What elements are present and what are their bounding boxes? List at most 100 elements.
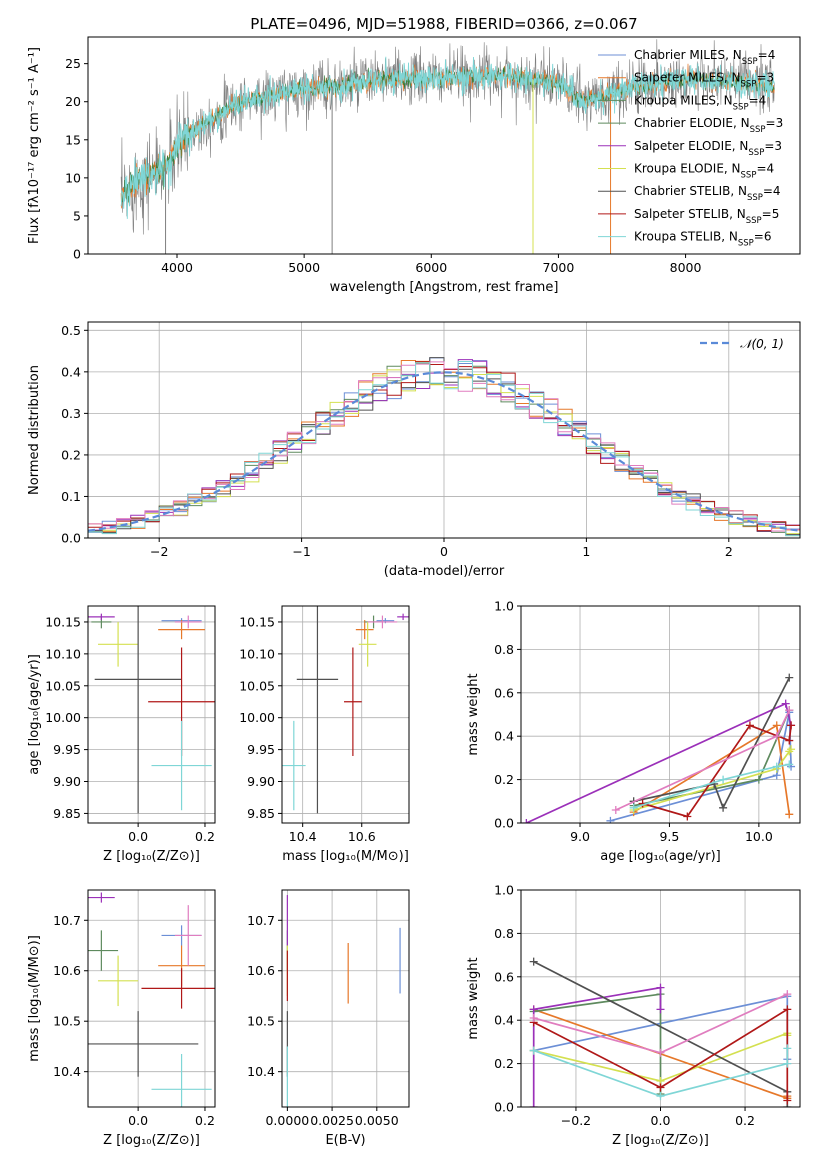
x-tick-label: 6000 (415, 260, 447, 275)
weight-marker (611, 805, 620, 814)
y-tick-label: 9.95 (53, 742, 81, 757)
legend-label: Salpeter ELODIE, NSSP=3 (634, 139, 782, 158)
y-tick-label: 10.6 (53, 963, 81, 978)
y-tick-label: 10.5 (247, 1014, 275, 1029)
legend-label: Salpeter STELIB, NSSP=5 (634, 207, 779, 226)
legend-label: Chabrier STELIB, NSSP=4 (634, 184, 781, 203)
legend-sub: SSP (741, 80, 757, 90)
y-tick-label: 10.00 (45, 710, 81, 725)
legend-sub: SSP (742, 57, 758, 67)
x-tick-label: 10.4 (289, 829, 317, 844)
legend-sub: SSP (750, 125, 766, 135)
y-tick-label: 25 (65, 56, 81, 71)
x-tick-label: 9.5 (659, 829, 679, 844)
x-tick-label: 0.2 (195, 1113, 215, 1128)
y-tick-label: 9.85 (53, 806, 81, 821)
gaussian-curve (88, 371, 800, 532)
legend-sub: SSP (733, 102, 749, 112)
y-tick-label: 10.10 (239, 646, 275, 661)
weight-line-6 (633, 677, 791, 810)
x-tick-label: 1 (582, 544, 590, 559)
weight-marker (783, 990, 792, 999)
y-tick-label: 0.6 (494, 685, 514, 700)
y-tick-label: 10.05 (45, 678, 81, 693)
x-tick-label: 5000 (288, 260, 320, 275)
y-tick-label: 0.2 (494, 772, 514, 787)
legend-count: =3 (766, 116, 784, 130)
weight-marker (529, 957, 538, 966)
x-tick-label: 0.0000 (265, 1113, 309, 1128)
legend-label: 𝒩(0, 1) (740, 337, 784, 351)
weight_vs_Z-data (529, 957, 792, 1107)
y-tick-label: 1.0 (494, 599, 514, 614)
weight-marker (783, 1044, 792, 1053)
x-axis-label: Z [log₁₀(Z/Z⊙)] (103, 1133, 200, 1148)
x-tick-label: 10.6 (348, 829, 376, 844)
x-tick-label: 0.0050 (355, 1113, 399, 1128)
y-axis-label: mass [log₁₀(M/M⊙)] (27, 935, 42, 1062)
weight-marker (783, 1096, 792, 1105)
weight-marker (656, 1092, 665, 1101)
y-tick-label: 9.85 (247, 806, 275, 821)
x-axis-label: (data-model)/error (384, 564, 505, 579)
y-tick-label: 0.5 (61, 323, 81, 338)
weight-marker (754, 775, 763, 784)
weight-marker (785, 760, 794, 769)
weight-marker (683, 812, 692, 821)
y-tick-label: 0.6 (494, 969, 514, 984)
axes-frame (281, 605, 410, 824)
y-tick-label: 5 (73, 208, 81, 223)
spectrum-data (120, 39, 775, 254)
y-tick-label: 10.7 (247, 913, 275, 928)
x-axis-label: age [log₁₀(age/yr)] (600, 849, 721, 864)
x-tick-label: 0 (440, 544, 448, 559)
y-tick-label: 0.2 (61, 447, 81, 462)
y-tick-label: 9.95 (247, 742, 275, 757)
weight-marker (719, 775, 728, 784)
legend-sub: SSP (738, 239, 754, 249)
weight-marker (787, 721, 796, 730)
y-tick-label: 0.0 (494, 816, 514, 831)
age_vs_mass-panel: 10.4 10.6 9.85 9.90 9.95 10.00 10.05 10.10 10.15… (239, 605, 410, 864)
y-tick-label: 10.15 (45, 614, 81, 629)
weight-marker (772, 762, 781, 771)
y-tick-label: 10 (65, 170, 81, 185)
legend-count: =4 (749, 93, 767, 107)
weight-marker (656, 983, 665, 992)
residuals-data (88, 357, 800, 538)
weight-marker (785, 810, 794, 819)
y-tick-label: 0.2 (494, 1056, 514, 1071)
y-tick-label: 10.4 (247, 1064, 275, 1079)
weight-marker (529, 1046, 538, 1055)
weight-marker (719, 803, 728, 812)
axes-frame (87, 36, 801, 255)
x-tick-label: 9.0 (570, 829, 590, 844)
weight-marker (785, 673, 794, 682)
weight_vs_age-data (522, 673, 796, 823)
x-tick-label: 0.0 (128, 1113, 148, 1128)
age_vs_Z-data (88, 606, 215, 814)
weight-marker (787, 745, 796, 754)
y-tick-label: 0.1 (61, 489, 81, 504)
legend-count: =4 (758, 48, 776, 62)
legend-sub: SSP (748, 148, 764, 158)
weight-marker (656, 1083, 665, 1092)
legend-count: =6 (754, 230, 772, 244)
x-axis-label: Z [log₁₀(Z/Z⊙)] (103, 849, 200, 864)
weight-marker (781, 699, 790, 708)
legend-label: Chabrier ELODIE, NSSP=3 (634, 116, 783, 135)
weight-marker (772, 732, 781, 741)
legend-count: =4 (763, 184, 781, 198)
weight-line-9 (633, 763, 790, 809)
spectrum-model-line (120, 56, 775, 219)
legend-label: Kroupa MILES, NSSP=4 (634, 93, 766, 112)
x-tick-label: 10.0 (745, 829, 773, 844)
weight_vs_Z-panel: −0.2 0.0 0.2 0.0 0.2 0.4 0.6 0.8 1.0 Z [log₁₀(Z/Z… (466, 883, 801, 1148)
legend-count: =4 (756, 162, 774, 176)
x-axis-label: mass [log₁₀(M/M⊙)] (282, 849, 409, 864)
weight-marker (629, 803, 638, 812)
axes-frame (87, 889, 216, 1108)
mass_vs_ebv-panel: 0.0000 0.0025 0.0050 10.4 10.5 10.6 10.7 E(B-V) (247, 889, 410, 1148)
x-tick-label: 4000 (161, 260, 193, 275)
